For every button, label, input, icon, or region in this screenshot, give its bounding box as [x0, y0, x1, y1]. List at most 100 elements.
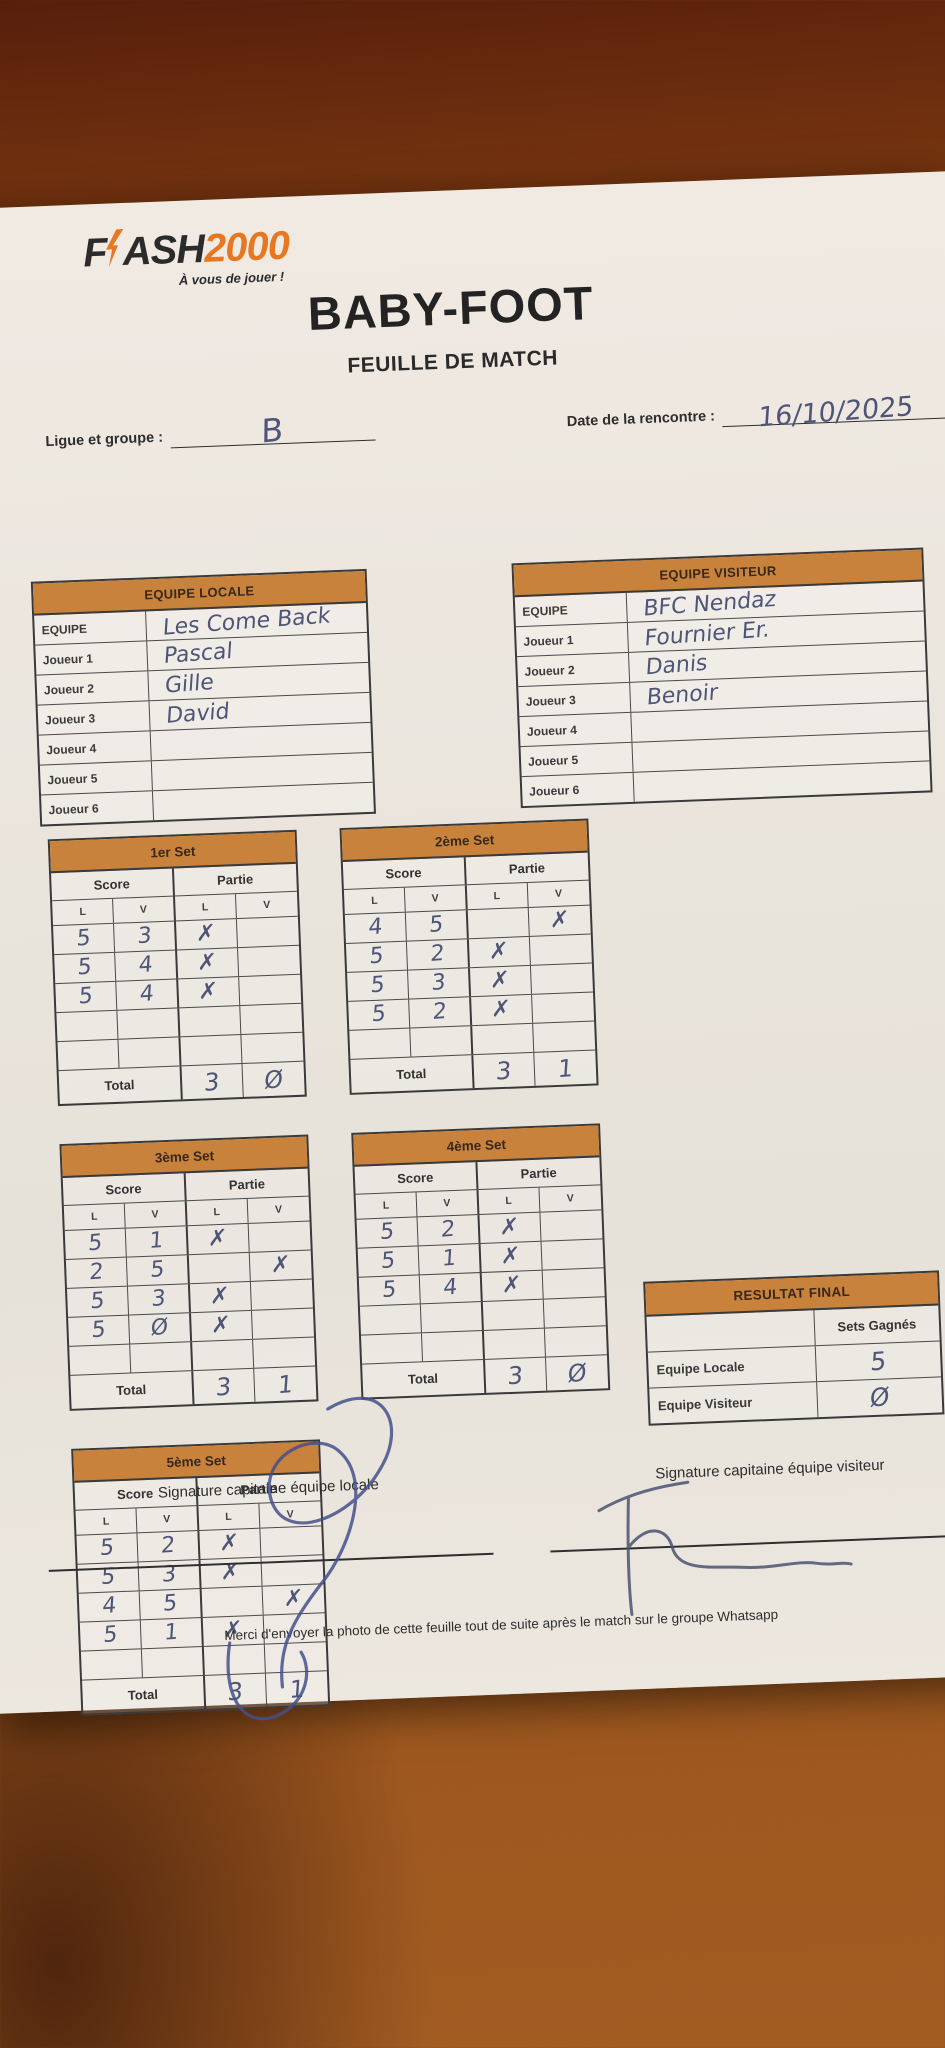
team-row-label: Joueur 4: [38, 731, 152, 765]
partie-l-cell: ✗: [470, 994, 533, 1026]
set-table: 2ème Set Score Partie L V L V 4 5 ✗ 5 2 …: [339, 818, 599, 1095]
partie-v-cell: [239, 975, 301, 1005]
team-row-handwritten-value: Pascal: [163, 638, 234, 669]
partie-l-cell: ✗: [190, 1310, 253, 1342]
team-row-label: Joueur 5: [520, 742, 634, 777]
score-l-cell: [80, 1649, 144, 1680]
score-l-cell: 5: [348, 999, 411, 1030]
handwritten-cross: ✗: [270, 1251, 291, 1279]
handwritten-score: 3: [136, 923, 153, 950]
score-group-header: Score: [51, 868, 175, 901]
partie-l-cell: ✗: [189, 1281, 252, 1313]
partie-group-header: Partie: [216, 871, 254, 888]
handwritten-total: 1: [556, 1053, 574, 1083]
partie-l-cell: [467, 907, 530, 939]
partie-v-cell: [252, 1308, 314, 1338]
total-partie-v-cell: Ø: [546, 1355, 608, 1390]
score-l-cell: 5: [55, 981, 118, 1013]
handwritten-cross: ✗: [211, 1312, 232, 1339]
handwritten-cross: ✗: [500, 1243, 521, 1270]
col-header-partie-v: V: [566, 1192, 575, 1205]
score-v-cell: 3: [128, 1284, 191, 1315]
total-partie-l-cell: 3: [484, 1357, 548, 1393]
partie-l-cell: ✗: [175, 919, 238, 950]
score-v-cell: 2: [407, 939, 470, 970]
col-header-score-l: L: [355, 1192, 418, 1219]
team-row-handwritten-value: Gille: [164, 669, 215, 699]
score-v-cell: Ø: [129, 1313, 192, 1344]
score-v-cell: [421, 1301, 484, 1333]
handwritten-cross: ✗: [549, 906, 570, 934]
partie-l-cell: ✗: [469, 965, 532, 997]
team-row-handwritten-value: Danis: [644, 650, 709, 680]
score-v-cell: 2: [417, 1215, 481, 1246]
handwritten-cross: ✗: [196, 920, 217, 948]
total-label: Total: [362, 1359, 486, 1398]
col-header-partie-l: L: [466, 882, 529, 910]
handwritten-score: 5: [149, 1256, 166, 1284]
date-handwritten-value: 16/10/2025: [757, 390, 915, 434]
partie-l-cell: [179, 1035, 243, 1066]
partie-l-cell: [203, 1644, 266, 1675]
score-l-cell: 5: [54, 952, 117, 984]
league-value-line: B: [169, 405, 376, 451]
handwritten-score: 5: [428, 911, 445, 939]
score-l-cell: 5: [347, 970, 410, 1001]
total-label: Total: [350, 1055, 475, 1093]
handwritten-score: 5: [75, 925, 92, 952]
handwritten-score: 5: [162, 1590, 178, 1617]
partie-l-cell: ✗: [176, 948, 239, 979]
score-l-cell: [349, 1028, 412, 1059]
partie-v-cell: [541, 1239, 603, 1269]
local-signature-block: Signature capitaine équipe locale: [46, 1472, 494, 1572]
partie-l-cell: [482, 1299, 545, 1330]
col-header-score-v: V: [405, 885, 468, 912]
handwritten-score: 5: [78, 983, 94, 1010]
score-v-cell: 5: [139, 1588, 203, 1620]
partie-v-cell: ✗: [528, 906, 590, 936]
header-fields: Ligue et groupe : B Date de la rencontre…: [45, 383, 945, 453]
handwritten-score: 5: [379, 1218, 396, 1246]
match-sheet-paper: F ASH 2000 À vous de jouer ! BABY-FOOT FEU…: [0, 171, 945, 1721]
score-l-cell: 5: [356, 1217, 419, 1248]
handwritten-cross: ✗: [491, 996, 512, 1023]
partie-l-cell: [471, 1023, 534, 1055]
handwritten-total: 3: [226, 1676, 244, 1706]
partie-v-cell: ✗: [249, 1251, 311, 1281]
total-partie-l-cell: 3: [181, 1064, 244, 1100]
handwritten-score: 5: [87, 1230, 104, 1257]
team-row-label: EQUIPE: [514, 592, 628, 627]
score-v-cell: 4: [115, 950, 178, 981]
team-row-label: Joueur 4: [519, 712, 633, 747]
partie-v-cell: [540, 1210, 602, 1240]
score-l-cell: 5: [53, 923, 116, 955]
handwritten-score: 4: [137, 952, 154, 979]
col-header-score-l: L: [343, 887, 407, 914]
col-header-partie-l: L: [478, 1187, 541, 1215]
total-partie-v-cell: Ø: [242, 1062, 304, 1097]
sets-won-column-header: Sets Gagnés: [837, 1316, 917, 1335]
date-label: Date de la rencontre :: [566, 408, 716, 431]
partie-v-cell: [253, 1337, 315, 1367]
score-l-cell: 5: [345, 941, 409, 972]
partie-l-cell: ✗: [478, 1212, 542, 1244]
handwritten-score: 4: [138, 981, 155, 1008]
handwritten-score: 1: [148, 1227, 164, 1255]
partie-v-cell: [237, 917, 299, 947]
handwritten-cross: ✗: [210, 1283, 231, 1310]
handwritten-cross: ✗: [283, 1585, 304, 1613]
col-header-partie-v: V: [554, 887, 563, 900]
partie-v-cell: [542, 1268, 604, 1298]
score-v-cell: 4: [419, 1273, 483, 1304]
score-v-cell: [117, 1008, 180, 1039]
score-v-cell: 4: [116, 979, 179, 1010]
logo-wordmark: F ASH 2000: [82, 223, 289, 276]
partie-v-cell: [533, 1021, 595, 1051]
team-row-label: Joueur 3: [37, 701, 151, 735]
partie-group-header: Partie: [520, 1165, 557, 1182]
handwritten-cross: ✗: [207, 1225, 228, 1252]
partie-l-cell: ✗: [177, 977, 240, 1008]
handwritten-total: 3: [214, 1371, 233, 1402]
final-local-value-cell: 5: [815, 1341, 941, 1381]
flash2000-logo: F ASH 2000 À vous de jouer !: [82, 223, 290, 292]
